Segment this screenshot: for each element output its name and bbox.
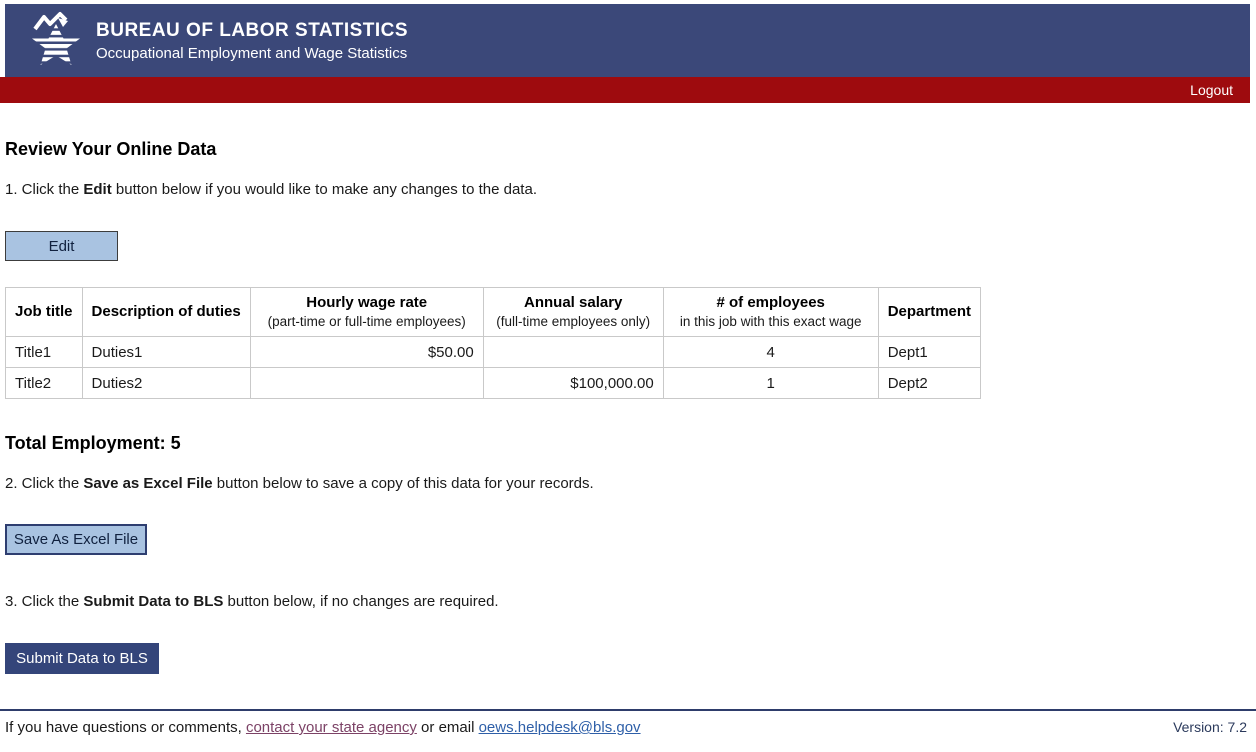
column-header-department: Department (877, 287, 982, 337)
helpdesk-email-link[interactable]: oews.helpdesk@bls.gov (478, 719, 641, 736)
cell-annual-salary (482, 336, 664, 368)
footer-divider (0, 709, 1256, 711)
column-header-description: Description of duties (81, 287, 251, 337)
agency-title: BUREAU OF LABOR STATISTICS (96, 19, 409, 41)
instruction-2-prefix: 2. Click the (5, 475, 84, 492)
cell-job-title: Title2 (5, 367, 83, 399)
footer-help-text: If you have questions or comments, conta… (5, 719, 641, 736)
program-subtitle: Occupational Employment and Wage Statist… (96, 44, 408, 62)
cell-department: Dept2 (877, 367, 982, 399)
table-row: Title1 Duties1 $50.00 4 Dept1 (5, 336, 982, 368)
version-label: Version: 7.2 (1173, 719, 1247, 735)
save-as-excel-button[interactable]: Save As Excel File (5, 524, 147, 555)
cell-description: Duties1 (81, 336, 251, 368)
instruction-2-bold: Save as Excel File (83, 475, 213, 492)
cell-num-employees: 4 (662, 336, 879, 368)
bls-star-logo-icon (30, 11, 82, 71)
submit-data-button[interactable]: Submit Data to BLS (5, 643, 159, 674)
app-header: BUREAU OF LABOR STATISTICS Occupational … (5, 4, 1250, 77)
instruction-3-bold: Submit Data to BLS (83, 593, 224, 610)
table-row: Title2 Duties2 $100,000.00 1 Dept2 (5, 367, 982, 399)
instruction-3-prefix: 3. Click the (5, 593, 84, 610)
column-header-job-title: Job title (5, 287, 83, 337)
instruction-2: 2. Click the Save as Excel File button b… (5, 474, 1251, 493)
page-title: Review Your Online Data (5, 139, 217, 159)
table-header-row: Job title Description of duties Hourly w… (5, 287, 982, 337)
instruction-1-bold: Edit (83, 181, 112, 198)
total-employment-label: Total Employment: 5 (5, 433, 181, 453)
column-header-annual-salary: Annual salary (full-time employees only) (482, 287, 664, 337)
column-header-num-employees: # of employees in this job with this exa… (662, 287, 879, 337)
instruction-3-suffix: button below, if no changes are required… (223, 593, 499, 610)
logout-link[interactable]: Logout (1190, 82, 1233, 98)
instruction-1-prefix: 1. Click the (5, 181, 84, 198)
instruction-1-suffix: button below if you would like to make a… (111, 181, 537, 198)
column-header-hourly-wage: Hourly wage rate (part-time or full-time… (249, 287, 484, 337)
edit-button[interactable]: Edit (5, 231, 118, 261)
footer-text-middle: or email (416, 719, 479, 736)
cell-hourly-wage: $50.00 (249, 336, 484, 368)
instruction-2-suffix: button below to save a copy of this data… (212, 475, 594, 492)
contact-state-agency-link[interactable]: contact your state agency (245, 719, 417, 736)
main-content: Review Your Online Data 1. Click the Edi… (0, 139, 1256, 674)
cell-hourly-wage (249, 367, 484, 399)
instruction-1: 1. Click the Edit button below if you wo… (5, 180, 1251, 199)
cell-num-employees: 1 (662, 367, 879, 399)
cell-department: Dept1 (877, 336, 982, 368)
review-data-table: Job title Description of duties Hourly w… (5, 287, 982, 399)
footer-text-prefix: If you have questions or comments, (5, 719, 246, 736)
cell-annual-salary: $100,000.00 (482, 367, 664, 399)
cell-job-title: Title1 (5, 336, 83, 368)
cell-description: Duties2 (81, 367, 251, 399)
page-footer: If you have questions or comments, conta… (0, 709, 1256, 736)
utility-bar: Logout (0, 77, 1250, 103)
instruction-3: 3. Click the Submit Data to BLS button b… (5, 592, 1251, 611)
